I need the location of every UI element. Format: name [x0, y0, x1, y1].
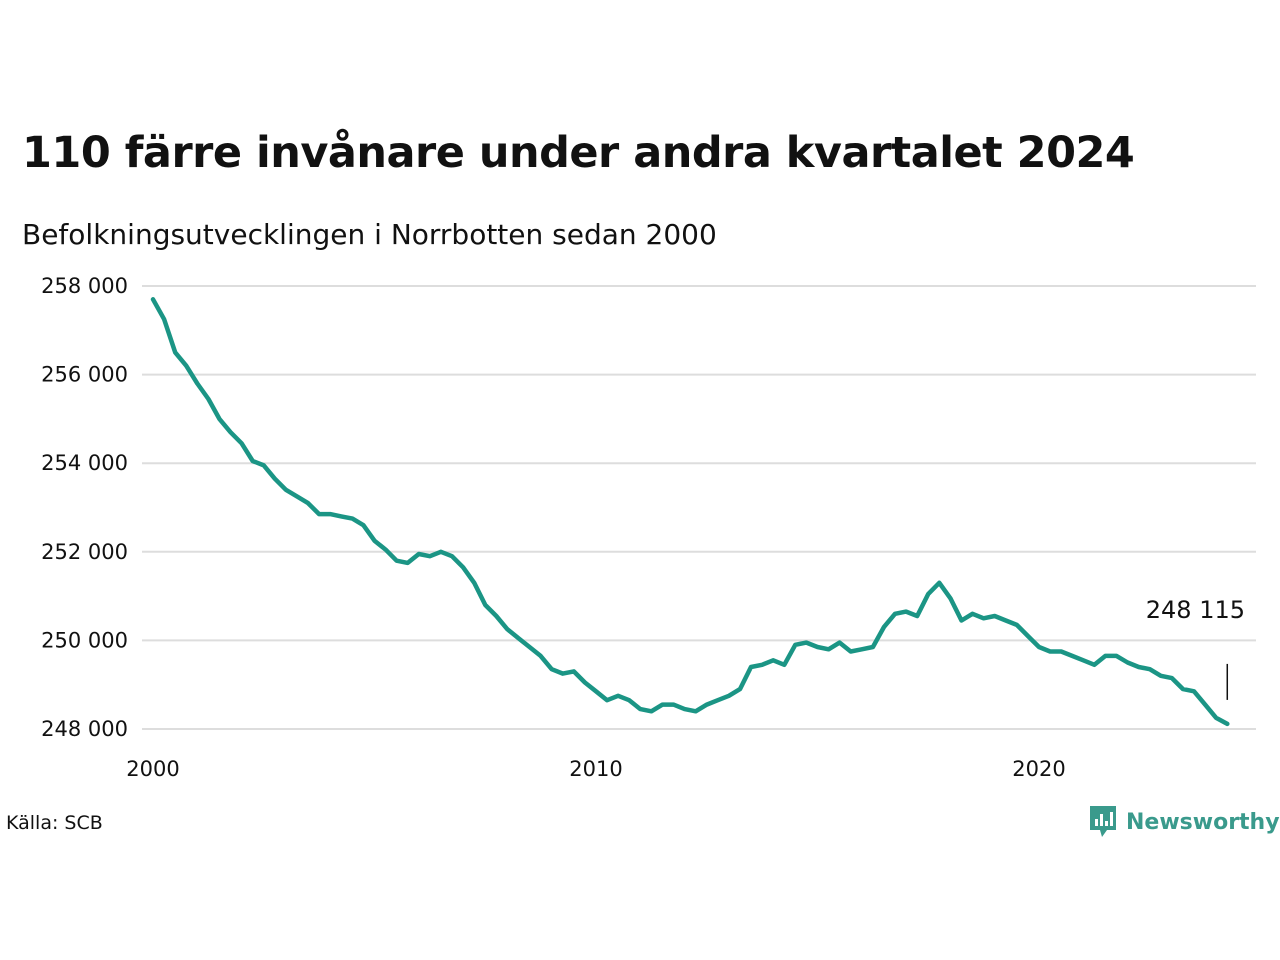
x-axis-ticks: 2000 2010 2020	[126, 757, 1065, 781]
annotation: 248 115	[1146, 596, 1245, 700]
y-axis-ticks: 248 000 250 000 252 000 254 000 256 000 258 0…	[41, 274, 128, 741]
gridlines	[142, 285, 1256, 730]
chart-subtitle: Befolkningsutvecklingen i Norrbotten sed…	[22, 218, 717, 251]
chart-title: 110 färre invånare under andra kvartalet…	[22, 128, 1135, 178]
brand-name: Newsworthy	[1126, 809, 1280, 835]
plot-area	[150, 297, 1230, 727]
x-tick-label: 2000	[126, 757, 179, 781]
y-tick-label: 250 000	[41, 628, 128, 652]
newsworthy-logo-icon	[1090, 806, 1116, 837]
line-chart: 248 000 250 000 252 000 254 000 256 000 258 0…	[41, 274, 1256, 781]
y-tick-label: 252 000	[41, 540, 128, 564]
y-tick-label: 258 000	[41, 274, 128, 298]
y-tick-label: 254 000	[41, 451, 128, 475]
x-tick-label: 2020	[1012, 757, 1065, 781]
source-note: Källa: SCB	[6, 812, 103, 834]
annotation-label: 248 115	[1146, 596, 1245, 624]
x-tick-label: 2010	[569, 757, 622, 781]
y-tick-label: 248 000	[41, 717, 128, 741]
brand-logo: Newsworthy	[1088, 804, 1280, 840]
y-tick-label: 256 000	[41, 363, 128, 387]
series-line	[150, 297, 1230, 727]
